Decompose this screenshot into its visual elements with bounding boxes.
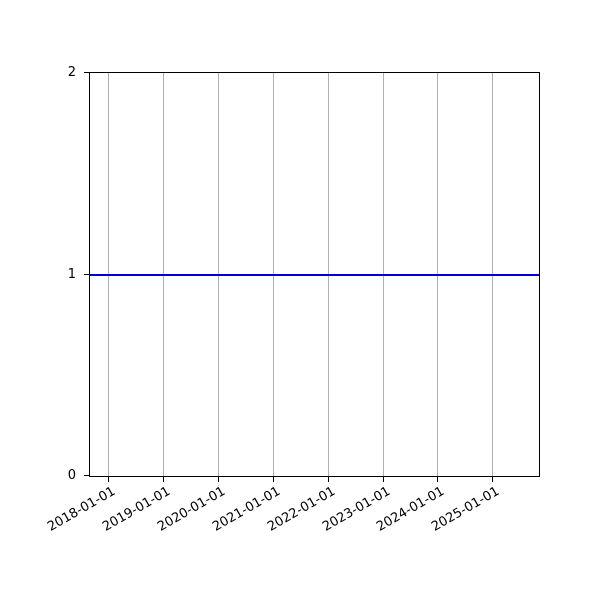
x-tick-mark: [163, 477, 164, 482]
x-tick-mark: [108, 477, 109, 482]
y-tick-mark: [84, 475, 89, 476]
x-tick-mark: [437, 477, 438, 482]
x-tick-mark: [273, 477, 274, 482]
y-tick-label: 0: [67, 468, 76, 483]
x-tick-mark: [383, 477, 384, 482]
y-tick-mark: [84, 72, 89, 73]
x-tick-mark: [218, 477, 219, 482]
series-line-constant-value-line: [90, 274, 539, 276]
y-tick-mark: [84, 274, 89, 275]
x-tick-mark: [492, 477, 493, 482]
y-tick-label: 1: [67, 267, 76, 282]
x-tick-mark: [328, 477, 329, 482]
plot-area: [89, 72, 540, 477]
y-tick-label: 2: [67, 65, 76, 80]
